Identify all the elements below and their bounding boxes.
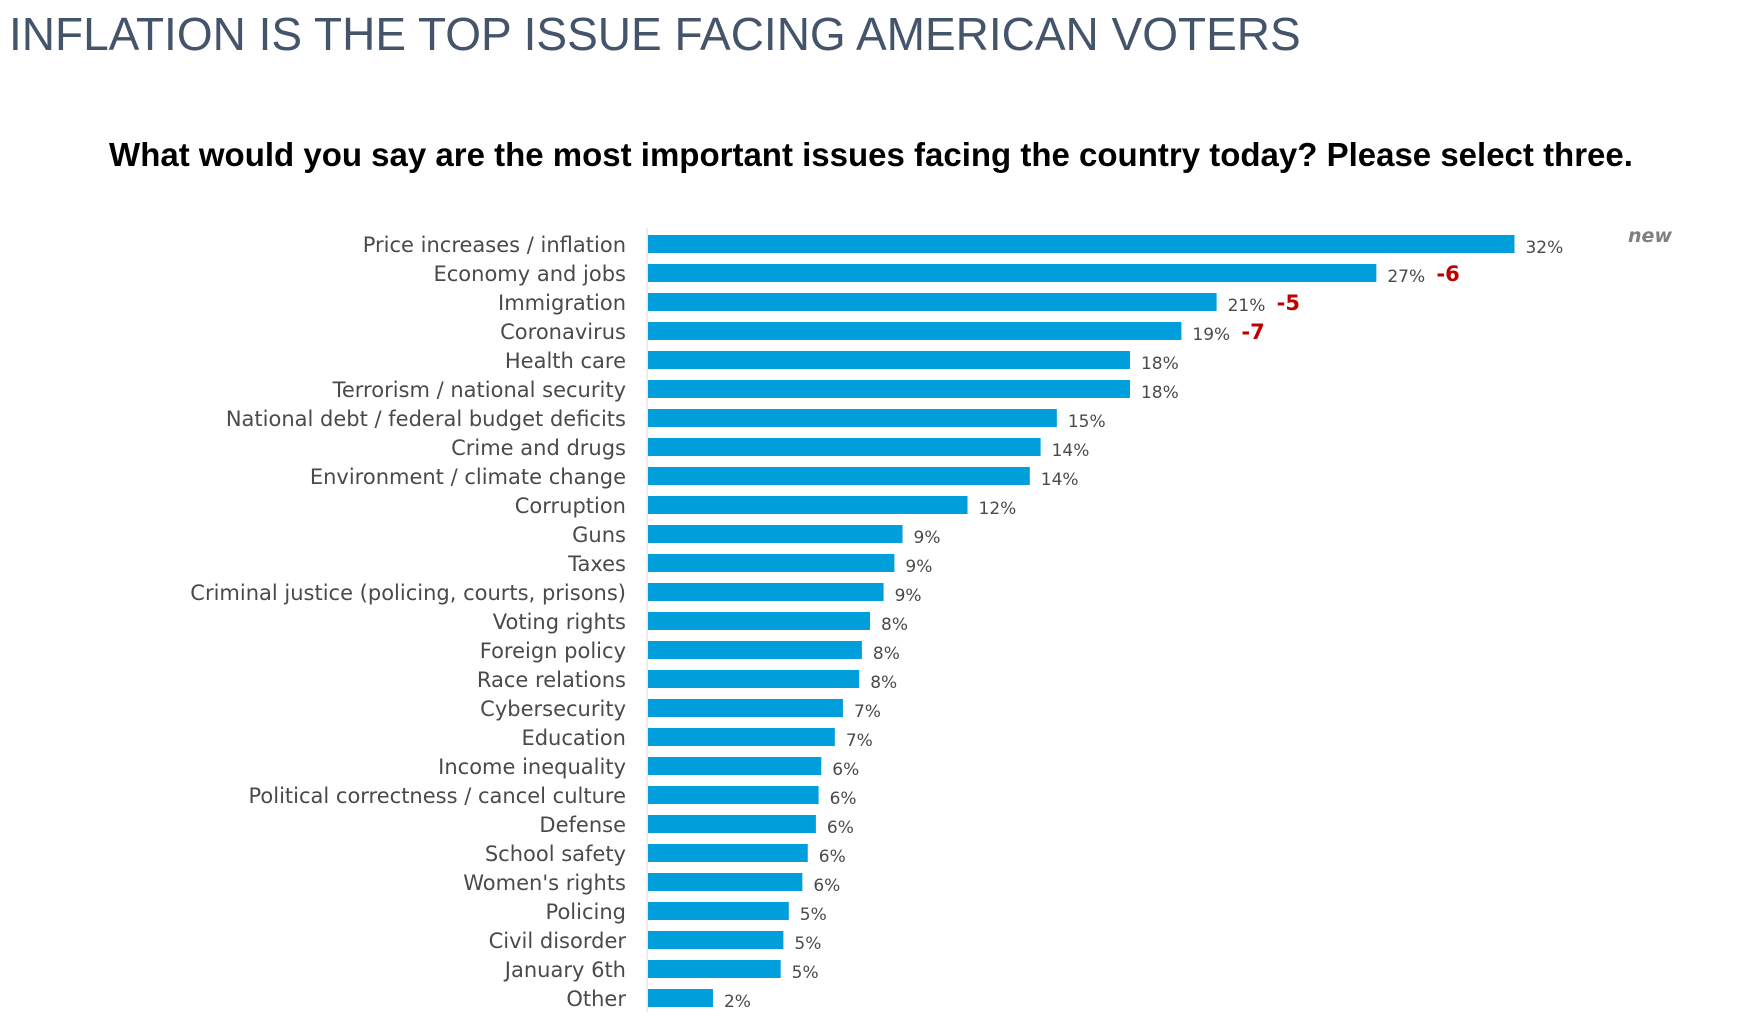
bar-defense <box>648 815 816 833</box>
value-label-taxes: 9% <box>905 557 932 577</box>
category-label-civil-disorder: Civil disorder <box>489 929 627 953</box>
value-label-corruption: 12% <box>979 499 1017 519</box>
category-label-education: Education <box>521 726 626 750</box>
new-marker-label: new <box>1628 225 1672 247</box>
bar-political-correctness-cancel-culture <box>648 786 819 804</box>
value-label-school-safety: 6% <box>819 847 846 867</box>
bar-corruption <box>648 496 968 514</box>
bar-january-6th <box>648 960 781 978</box>
value-label-policing: 5% <box>800 905 827 925</box>
bar-terrorism-national-security <box>648 380 1130 398</box>
survey-question: What would you say are the most importan… <box>109 136 1633 173</box>
change-label-immigration: -5 <box>1277 291 1300 315</box>
category-label-cybersecurity: Cybersecurity <box>480 697 626 721</box>
category-label-national-debt-federal-budget-deficits: National debt / federal budget deficits <box>226 407 626 431</box>
value-label-cybersecurity: 7% <box>854 702 881 722</box>
bar-guns <box>648 525 903 543</box>
bar-criminal-justice-policing-courts-prisons <box>648 583 884 601</box>
bar-environment-climate-change <box>648 467 1030 485</box>
bar-civil-disorder <box>648 931 784 949</box>
category-label-criminal-justice-policing-courts-prisons: Criminal justice (policing, courts, pris… <box>190 581 626 605</box>
category-label-income-inequality: Income inequality <box>438 755 626 779</box>
value-label-national-debt-federal-budget-deficits: 15% <box>1068 412 1106 432</box>
bar-women-s-rights <box>648 873 803 891</box>
value-label-political-correctness-cancel-culture: 6% <box>830 789 857 809</box>
value-label-education: 7% <box>846 731 873 751</box>
category-label-coronavirus: Coronavirus <box>500 320 626 344</box>
value-label-immigration: 21% <box>1228 296 1266 316</box>
category-label-race-relations: Race relations <box>477 668 626 692</box>
value-label-terrorism-national-security: 18% <box>1141 383 1179 403</box>
bar-national-debt-federal-budget-deficits <box>648 409 1057 427</box>
bar-health-care <box>648 351 1130 369</box>
value-label-income-inequality: 6% <box>832 760 859 780</box>
category-label-environment-climate-change: Environment / climate change <box>310 465 626 489</box>
value-label-defense: 6% <box>827 818 854 838</box>
category-label-defense: Defense <box>539 813 626 837</box>
category-label-voting-rights: Voting rights <box>493 610 626 634</box>
category-label-foreign-policy: Foreign policy <box>480 639 626 663</box>
bar-policing <box>648 902 789 920</box>
value-label-coronavirus: 19% <box>1192 325 1230 345</box>
bar-education <box>648 728 835 746</box>
bar-immigration <box>648 293 1217 311</box>
category-label-economy-and-jobs: Economy and jobs <box>433 262 626 286</box>
value-label-price-increases-inflation: 32% <box>1525 238 1563 258</box>
bar-cybersecurity <box>648 699 843 717</box>
value-label-january-6th: 5% <box>792 963 819 983</box>
value-label-criminal-justice-policing-courts-prisons: 9% <box>895 586 922 606</box>
category-label-immigration: Immigration <box>498 291 626 315</box>
bar-race-relations <box>648 670 860 688</box>
bar-crime-and-drugs <box>648 438 1041 456</box>
category-label-school-safety: School safety <box>485 842 626 866</box>
category-label-january-6th: January 6th <box>503 958 626 982</box>
category-label-policing: Policing <box>546 900 626 924</box>
category-label-terrorism-national-security: Terrorism / national security <box>332 378 626 402</box>
category-label-price-increases-inflation: Price increases / inflation <box>363 233 626 257</box>
bars-group: Price increases / inflation 32% Economy an… <box>190 225 1672 1012</box>
bar-foreign-policy <box>648 641 862 659</box>
category-label-taxes: Taxes <box>567 552 626 576</box>
bar-economy-and-jobs <box>648 264 1377 282</box>
bar-other <box>648 989 713 1007</box>
value-label-crime-and-drugs: 14% <box>1052 441 1090 461</box>
bar-income-inequality <box>648 757 822 775</box>
category-label-guns: Guns <box>572 523 626 547</box>
category-label-political-correctness-cancel-culture: Political correctness / cancel culture <box>248 784 626 808</box>
value-label-environment-climate-change: 14% <box>1041 470 1079 490</box>
value-label-foreign-policy: 8% <box>873 644 900 664</box>
page-title: INFLATION IS THE TOP ISSUE FACING AMERIC… <box>9 8 1301 60</box>
bar-price-increases-inflation <box>648 235 1515 253</box>
category-label-corruption: Corruption <box>515 494 626 518</box>
value-label-health-care: 18% <box>1141 354 1179 374</box>
category-label-health-care: Health care <box>505 349 626 373</box>
bar-taxes <box>648 554 895 572</box>
value-label-voting-rights: 8% <box>881 615 908 635</box>
bar-coronavirus <box>648 322 1182 340</box>
value-label-economy-and-jobs: 27% <box>1387 267 1425 287</box>
value-label-guns: 9% <box>914 528 941 548</box>
category-label-women-s-rights: Women's rights <box>463 871 626 895</box>
bar-school-safety <box>648 844 808 862</box>
value-label-other: 2% <box>724 992 751 1012</box>
change-label-coronavirus: -7 <box>1241 320 1264 344</box>
category-label-crime-and-drugs: Crime and drugs <box>451 436 626 460</box>
category-label-other: Other <box>566 987 626 1011</box>
value-label-race-relations: 8% <box>870 673 897 693</box>
value-label-women-s-rights: 6% <box>813 876 840 896</box>
change-label-economy-and-jobs: -6 <box>1436 262 1459 286</box>
value-label-civil-disorder: 5% <box>794 934 821 954</box>
bar-voting-rights <box>648 612 871 630</box>
